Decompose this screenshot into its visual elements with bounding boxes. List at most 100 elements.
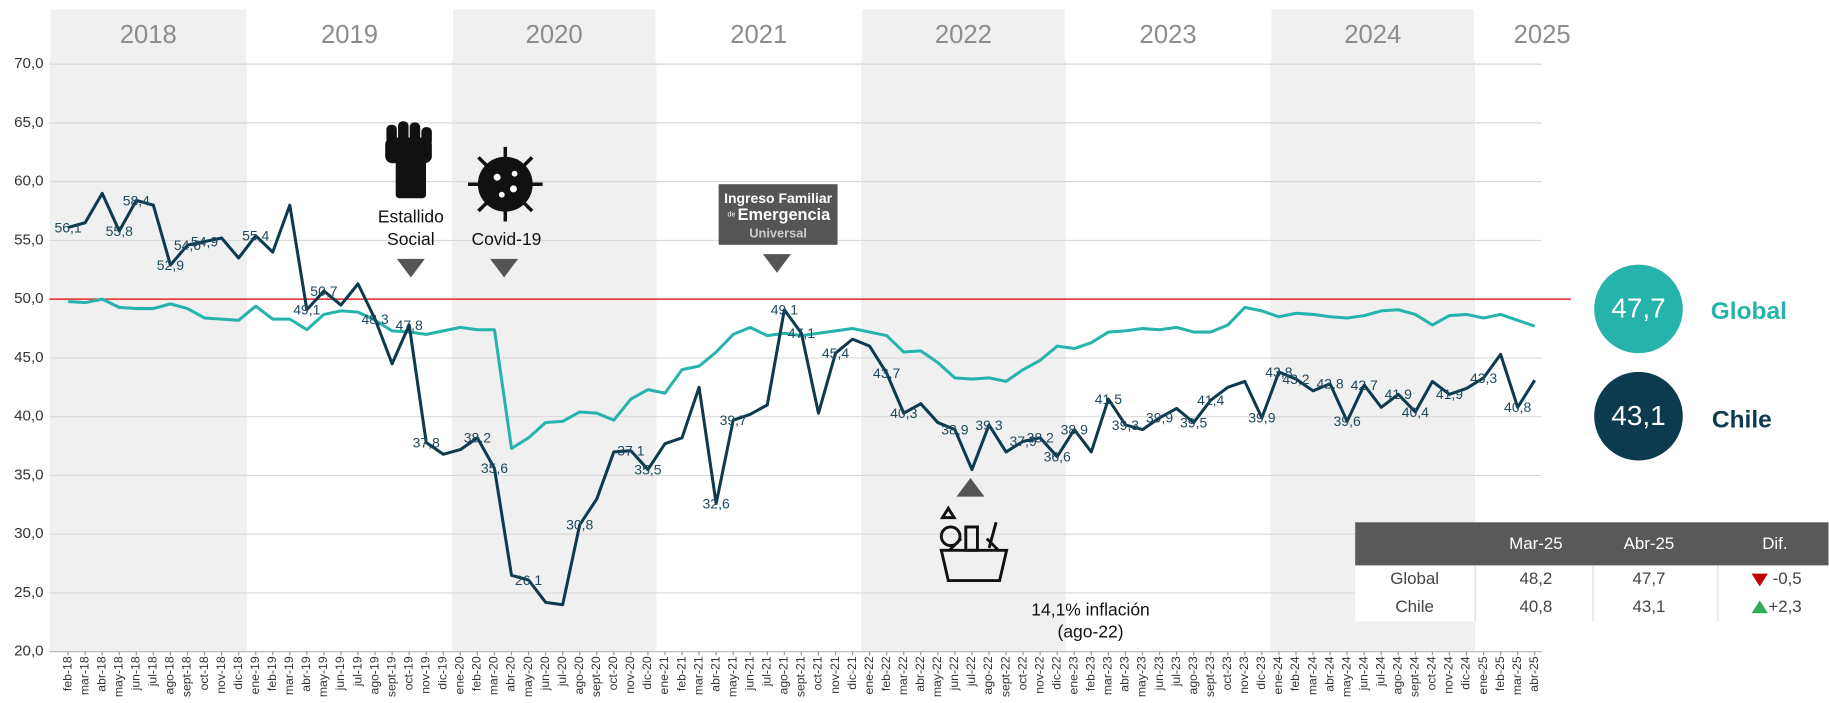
data-label: 49,1 — [771, 302, 798, 318]
x-tick-label: mar-19 — [282, 656, 296, 695]
x-tick-label: dic-21 — [845, 656, 859, 690]
annotation: Emergencia — [738, 206, 831, 224]
x-tick-label: ene-21 — [657, 656, 671, 694]
table-cell: 47,7 — [1633, 569, 1666, 588]
data-label: 58,4 — [123, 192, 150, 208]
y-tick-label: 30,0 — [14, 525, 43, 542]
data-label: 39,9 — [1248, 410, 1275, 426]
x-tick-label: may-24 — [1339, 656, 1353, 697]
data-label: 41,9 — [1385, 386, 1412, 402]
badge — [1594, 371, 1683, 461]
data-label: 43,3 — [1470, 370, 1497, 386]
data-label: 39,5 — [1180, 414, 1207, 430]
data-label: 56,1 — [54, 219, 81, 235]
x-tick-label: sept-21 — [794, 656, 808, 697]
x-tick-label: abr-20 — [504, 656, 518, 692]
x-tick-label: jun-21 — [742, 656, 756, 691]
legend-label: Global — [1711, 298, 1787, 325]
y-tick-label: 20,0 — [14, 643, 43, 660]
x-tick-label: jul-18 — [146, 656, 160, 687]
x-tick-label: jun-20 — [538, 656, 552, 691]
x-tick-label: abr-21 — [708, 656, 722, 692]
x-tick-label: jul-21 — [760, 656, 774, 687]
table-header — [1355, 522, 1829, 566]
x-tick-label: dic-20 — [640, 656, 654, 690]
x-tick-label: abr-18 — [94, 656, 108, 692]
table-cell: -0,5 — [1773, 569, 1802, 588]
badge — [1594, 264, 1683, 354]
data-label: 47,8 — [396, 317, 423, 333]
x-tick-label: feb-20 — [470, 656, 484, 691]
year-header — [862, 9, 1065, 61]
data-label: 48,3 — [361, 311, 388, 327]
year-header — [248, 9, 451, 61]
y-tick-label: 45,0 — [14, 349, 43, 366]
year-label: 2021 — [730, 21, 787, 49]
basket-icon — [939, 505, 1009, 583]
table-cell: 48,2 — [1519, 569, 1552, 588]
data-label: 52,9 — [157, 257, 184, 273]
lines — [67, 191, 1537, 607]
x-tick-label: oct-21 — [811, 656, 825, 690]
x-tick-label: dic-19 — [436, 656, 450, 690]
data-label: 39,3 — [975, 417, 1002, 433]
year-label: 2023 — [1140, 21, 1197, 49]
data-label: 37,9 — [1010, 433, 1037, 449]
table-cell: +2,3 — [1768, 597, 1801, 616]
x-tick-label: mar-25 — [1510, 656, 1524, 695]
data-label: 38,2 — [464, 430, 491, 446]
data-label: 39,3 — [1112, 417, 1139, 433]
x-tick-label: ene-24 — [1271, 656, 1285, 694]
year-header — [657, 9, 860, 61]
data-label: 42,7 — [1351, 377, 1378, 393]
x-tick-label: dic-22 — [1049, 656, 1063, 690]
x-tick-label: feb-22 — [879, 656, 893, 691]
table-row-name: Chile — [1395, 597, 1434, 616]
x-tick-label: jul-19 — [350, 656, 364, 687]
x-tick-label: may-22 — [930, 656, 944, 697]
x-tick-label: abr-22 — [913, 656, 927, 692]
data-label: 43,8 — [1265, 364, 1292, 380]
annotation: (ago-22) — [1058, 622, 1124, 642]
legend-label: Chile — [1712, 406, 1772, 433]
table-header-cell: Dif. — [1762, 534, 1787, 553]
x-tick-label: abr-25 — [1527, 656, 1541, 692]
data-label: 47,1 — [788, 325, 815, 341]
x-tick-label: ene-19 — [248, 656, 262, 694]
y-tick-label: 35,0 — [14, 466, 43, 483]
data-label: 26,1 — [515, 572, 542, 588]
x-tick-label: mar-21 — [691, 656, 705, 695]
x-tick-label: oct-24 — [1425, 656, 1439, 690]
x-tick-label: oct-22 — [1015, 656, 1029, 690]
data-label: 37,8 — [413, 434, 440, 450]
year-label: 2020 — [526, 21, 583, 49]
x-tick-label: nov-19 — [418, 656, 432, 694]
pointer — [762, 254, 791, 273]
data-label: 54,6 — [174, 237, 201, 253]
trend-arrow — [1751, 600, 1768, 614]
table-body — [1355, 565, 1829, 622]
x-tick-label: abr-23 — [1118, 656, 1132, 692]
x-tick-label: ago-23 — [1186, 656, 1200, 694]
table-header-cell: Abr-25 — [1624, 534, 1675, 553]
y-tick-label: 65,0 — [14, 114, 43, 131]
year-band — [49, 60, 248, 652]
table-cell: 40,8 — [1519, 597, 1552, 616]
year-label: 2022 — [935, 21, 992, 49]
ife-box — [718, 184, 838, 245]
x-tick-label: nov-22 — [1032, 656, 1046, 694]
data-label: 41,9 — [1436, 386, 1463, 402]
x-tick-label: jul-20 — [555, 656, 569, 687]
y-tick-label: 25,0 — [14, 584, 43, 601]
table-rows: Global 48,2 47,7 -0,5 Chile 40,8 43,1 +2,3 — [1390, 569, 1801, 616]
y-tick-label: 70,0 — [14, 55, 43, 72]
series-line — [67, 191, 1537, 607]
x-tick-label: ago-21 — [777, 656, 791, 694]
x-tick-label: jun-19 — [333, 656, 347, 691]
x-tick-label: sept-22 — [998, 656, 1012, 697]
data-label: 49,1 — [293, 302, 320, 318]
x-tick-label: jun-24 — [1356, 656, 1370, 691]
pointer — [490, 258, 519, 278]
x-tick-label: sept-24 — [1408, 656, 1422, 697]
data-label: 42,8 — [1316, 376, 1343, 392]
